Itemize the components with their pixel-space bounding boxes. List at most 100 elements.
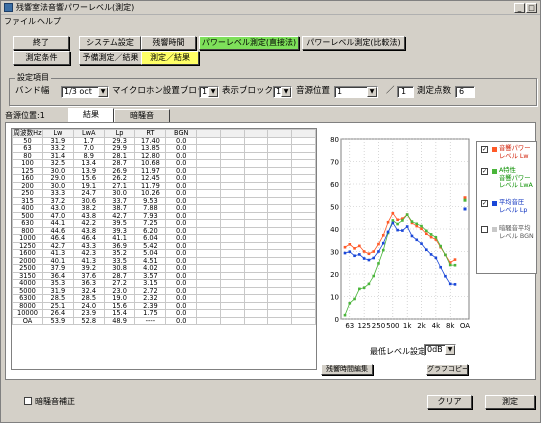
table-row[interactable]: 250 33.3 24.7 30.0 10.26 0.0 bbox=[12, 189, 316, 198]
table-cell bbox=[267, 271, 293, 280]
results-grid: 周波数Hz Lw LwA Lp RT BGN 50 31.9 1.7 29.3 17.40 0.0 63… bbox=[11, 128, 317, 370]
table-row[interactable]: 100 32.5 13.4 28.7 10.68 0.0 bbox=[12, 159, 316, 168]
frequency-cell: 250 bbox=[12, 189, 43, 198]
legend-label-line: 暗騒音平均 bbox=[499, 225, 531, 232]
data-point bbox=[396, 228, 399, 232]
points-field[interactable]: 6 bbox=[455, 86, 475, 98]
power-level-direct-button[interactable]: パワーレベル測定(直接法) bbox=[199, 36, 299, 50]
table-cell: 6.04 bbox=[134, 234, 167, 243]
table-row[interactable]: 63 33.2 7.0 29.9 13.85 0.0 bbox=[12, 144, 316, 153]
table-cell: 37.9 bbox=[41, 264, 74, 273]
table-row[interactable]: 125 30.0 13.9 26.9 11.97 0.0 bbox=[12, 166, 316, 175]
table-row[interactable]: 80 31.4 8.9 28.1 12.80 0.0 bbox=[12, 151, 316, 160]
legend-label-line: レベル Lp bbox=[499, 206, 528, 214]
min-level-select[interactable]: 0dB ▼ bbox=[424, 344, 456, 356]
clear-button[interactable]: クリア bbox=[427, 395, 472, 409]
table-cell bbox=[291, 279, 316, 288]
system-settings-button[interactable]: システム設定 bbox=[79, 36, 141, 50]
measurement-conditions-button[interactable]: 測定条件 bbox=[13, 51, 70, 65]
mic-block-select[interactable]: 1 ▼ bbox=[199, 86, 219, 98]
table-cell: 0.0 bbox=[165, 204, 198, 213]
y-tick-label: 60 bbox=[330, 181, 339, 189]
data-point bbox=[358, 253, 361, 256]
table-cell: 0.0 bbox=[165, 174, 198, 183]
graph-copy-button[interactable]: グラフコピー bbox=[426, 364, 468, 375]
chevron-down-icon[interactable]: ▼ bbox=[445, 345, 455, 355]
measure-button[interactable]: 測定 bbox=[485, 395, 535, 409]
legend-checkbox[interactable] bbox=[481, 226, 488, 233]
legend-label: 平均音圧 レベル Lp bbox=[499, 199, 527, 214]
table-cell: 39.5 bbox=[103, 219, 136, 228]
menu-help[interactable]: ヘルプ bbox=[37, 17, 61, 26]
table-row[interactable]: 1600 41.3 42.3 35.2 5.04 0.0 bbox=[12, 249, 316, 258]
tab-results[interactable]: 結果 bbox=[68, 108, 114, 123]
column-header: LwA bbox=[72, 129, 105, 138]
table-row[interactable]: 315 37.2 30.6 33.7 9.53 0.0 bbox=[12, 196, 316, 205]
rt-edit-button[interactable]: 残響時間編集 bbox=[321, 364, 373, 375]
table-row[interactable]: 500 47.0 43.8 42.7 7.93 0.0 bbox=[12, 211, 316, 220]
data-point bbox=[420, 224, 423, 228]
table-row[interactable]: 160 29.0 15.6 26.2 12.45 0.0 bbox=[12, 174, 316, 183]
table-cell bbox=[219, 286, 245, 295]
data-point bbox=[439, 244, 442, 248]
power-level-compare-button[interactable]: パワーレベル測定(比較法) bbox=[302, 36, 405, 50]
table-cell bbox=[291, 159, 316, 168]
data-point bbox=[358, 244, 361, 248]
maximize-button[interactable]: □ bbox=[526, 3, 537, 13]
min-level-value: 0dB bbox=[427, 345, 443, 354]
table-row[interactable]: 6300 28.5 28.5 19.0 2.32 0.0 bbox=[12, 294, 316, 303]
table-cell bbox=[196, 189, 221, 198]
chevron-down-icon[interactable]: ▼ bbox=[98, 87, 108, 97]
frequency-cell: 63 bbox=[12, 144, 43, 153]
table-row[interactable]: OA 53.9 52.8 48.9 ---- 0.0 bbox=[12, 316, 316, 325]
data-point bbox=[343, 251, 347, 255]
table-cell bbox=[291, 219, 316, 228]
table-row[interactable]: 400 43.0 38.2 38.7 7.88 0.0 bbox=[12, 204, 316, 213]
table-cell bbox=[291, 196, 316, 205]
legend-checkbox[interactable]: ✓ bbox=[481, 168, 488, 175]
chevron-down-icon[interactable]: ▼ bbox=[208, 87, 218, 97]
table-header-row: 周波数Hz Lw LwA Lp RT BGN bbox=[12, 129, 316, 138]
menu-file[interactable]: ファイル bbox=[4, 17, 36, 26]
table-row[interactable]: 630 44.1 42.2 39.5 7.25 0.0 bbox=[12, 219, 316, 228]
table-row[interactable]: 2500 37.9 39.2 30.8 4.02 0.0 bbox=[12, 264, 316, 273]
data-point bbox=[415, 222, 419, 226]
table-cell bbox=[243, 174, 269, 183]
table-row[interactable]: 4000 35.3 36.3 27.2 3.15 0.0 bbox=[12, 279, 316, 288]
preliminary-result-button[interactable]: 予備測定／結果 bbox=[79, 51, 142, 65]
data-point bbox=[448, 263, 452, 267]
table-cell bbox=[219, 174, 245, 183]
data-point bbox=[372, 250, 375, 253]
table-cell bbox=[219, 144, 245, 153]
x-tick-label: 125 bbox=[357, 322, 370, 330]
chevron-down-icon[interactable]: ▼ bbox=[367, 87, 377, 97]
y-tick-label: 50 bbox=[330, 204, 339, 212]
data-point bbox=[410, 221, 414, 225]
reverb-time-button[interactable]: 残響時間 bbox=[141, 36, 196, 50]
chevron-down-icon[interactable]: ▼ bbox=[281, 87, 291, 97]
table-cell bbox=[291, 309, 316, 318]
legend-label-line: 音響パワー bbox=[499, 174, 531, 182]
table-row[interactable]: 3150 36.4 37.6 28.7 3.57 0.0 bbox=[12, 271, 316, 280]
table-cell bbox=[196, 301, 221, 310]
legend-checkbox[interactable]: ✓ bbox=[481, 200, 488, 207]
display-block-select[interactable]: 1 ▼ bbox=[273, 86, 292, 98]
legend-checkbox[interactable]: ✓ bbox=[481, 146, 488, 153]
table-cell: 27.2 bbox=[103, 279, 136, 288]
table-row[interactable]: 10000 26.4 23.9 15.4 1.75 0.0 bbox=[12, 309, 316, 318]
table-cell bbox=[291, 181, 316, 190]
minimize-button[interactable]: _ bbox=[514, 3, 525, 13]
band-width-value: 1/3 oct bbox=[64, 87, 92, 96]
data-point bbox=[429, 233, 433, 236]
bg-noise-correction-checkbox[interactable] bbox=[24, 397, 32, 405]
table-cell bbox=[243, 294, 269, 303]
table-cell: 1.75 bbox=[134, 309, 167, 318]
sound-pos-select[interactable]: 1 ▼ bbox=[334, 86, 378, 98]
table-row[interactable]: 1000 46.4 46.4 41.1 6.04 0.0 bbox=[12, 234, 316, 243]
band-width-select[interactable]: 1/3 oct ▼ bbox=[61, 86, 109, 98]
table-cell: 28.7 bbox=[103, 159, 136, 168]
measurement-result-button[interactable]: 測定／結果 bbox=[141, 51, 199, 65]
exit-button[interactable]: 終了 bbox=[13, 36, 69, 50]
tab-background-noise[interactable]: 暗騒音 bbox=[114, 109, 170, 122]
x-tick-label: 63 bbox=[345, 322, 354, 330]
